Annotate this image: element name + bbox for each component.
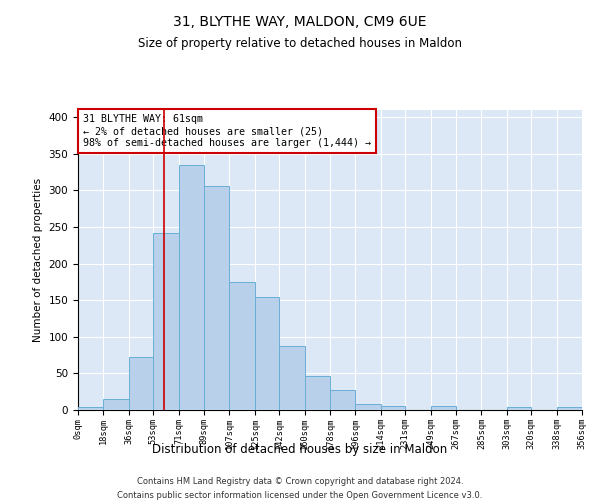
Bar	[129, 358, 153, 410]
Bar	[255, 296, 279, 410]
Text: Distribution of detached houses by size in Maldon: Distribution of detached houses by size …	[152, 442, 448, 456]
Bar	[78, 407, 103, 410]
Text: 31 BLYTHE WAY: 61sqm
← 2% of detached houses are smaller (25)
98% of semi-detach: 31 BLYTHE WAY: 61sqm ← 2% of detached ho…	[83, 114, 371, 148]
Bar	[507, 407, 531, 410]
Bar	[279, 346, 305, 410]
Bar	[305, 376, 330, 410]
Bar	[330, 390, 355, 410]
Bar	[431, 406, 456, 410]
Bar	[557, 407, 582, 410]
Y-axis label: Number of detached properties: Number of detached properties	[33, 178, 43, 342]
Text: 31, BLYTHE WAY, MALDON, CM9 6UE: 31, BLYTHE WAY, MALDON, CM9 6UE	[173, 15, 427, 29]
Bar	[179, 165, 204, 410]
Bar	[204, 186, 229, 410]
Text: Contains HM Land Registry data © Crown copyright and database right 2024.: Contains HM Land Registry data © Crown c…	[137, 478, 463, 486]
Bar	[153, 233, 179, 410]
Text: Size of property relative to detached houses in Maldon: Size of property relative to detached ho…	[138, 38, 462, 51]
Text: Contains public sector information licensed under the Open Government Licence v3: Contains public sector information licen…	[118, 491, 482, 500]
Bar	[229, 282, 255, 410]
Bar	[381, 406, 405, 410]
Bar	[355, 404, 381, 410]
Bar	[103, 399, 129, 410]
